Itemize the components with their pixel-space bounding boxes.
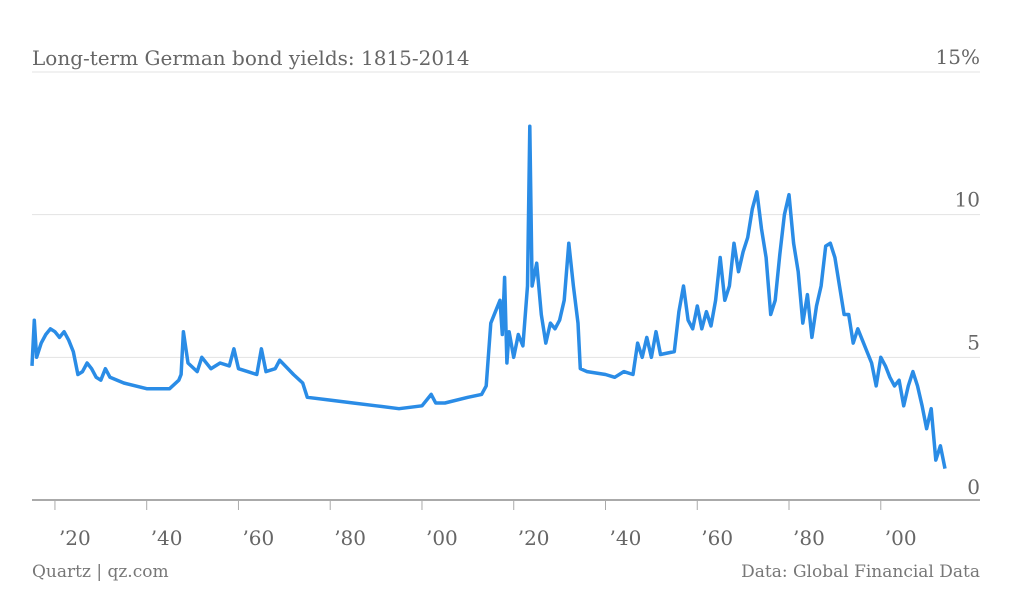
y-tick-label: 10 xyxy=(955,188,980,212)
x-tick-label: ’20 xyxy=(59,526,91,550)
x-tick-label: ’60 xyxy=(701,526,733,550)
data-line xyxy=(30,124,947,469)
x-tick-label: ’40 xyxy=(151,526,183,550)
x-tick-label: ’80 xyxy=(793,526,825,550)
credit: Data: Global Financial Data xyxy=(741,562,980,582)
x-tick-label: ’20 xyxy=(518,526,550,550)
source: Quartz | qz.com xyxy=(32,562,169,582)
y-tick-label: 0 xyxy=(967,475,980,499)
x-tick-label: ’40 xyxy=(609,526,641,550)
chart-title: Long-term German bond yields: 1815-2014 xyxy=(32,46,470,70)
x-tick-label: ’60 xyxy=(242,526,274,550)
x-tick-label: ’80 xyxy=(334,526,366,550)
x-tick-label: ’00 xyxy=(426,526,458,550)
y-tick-label: 5 xyxy=(967,330,980,354)
x-tick-label: ’00 xyxy=(885,526,917,550)
y-tick-label: 15% xyxy=(936,45,980,69)
